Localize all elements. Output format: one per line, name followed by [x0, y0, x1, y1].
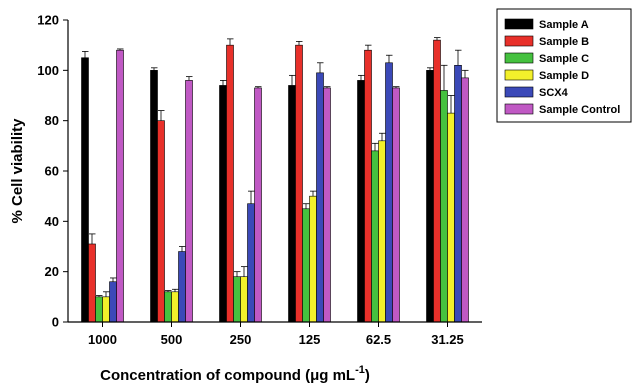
legend: Sample A Sample B Sample C Sample D SCX4 Samp…	[496, 8, 632, 123]
bar	[385, 62, 393, 323]
bar	[309, 195, 317, 323]
x-tick-label: 125	[299, 332, 321, 347]
bar	[95, 296, 103, 323]
bar	[440, 90, 448, 323]
legend-swatch	[504, 18, 534, 30]
bar	[109, 281, 117, 323]
x-axis-title: Concentration of compound (μg mL-1)	[100, 364, 370, 384]
axes-group: 0 20 40 60 80 100 120 1000 500 250 125 62.5 31.25	[37, 13, 482, 347]
bar	[185, 80, 193, 323]
y-tick-label: 20	[45, 264, 59, 279]
bar	[302, 208, 310, 323]
x-axis-title-main: Concentration of compound (μg mL	[100, 367, 355, 384]
bar	[88, 243, 96, 323]
bar	[254, 87, 262, 323]
bar	[219, 85, 227, 323]
y-axis-title: % Cell viability	[9, 118, 26, 224]
bar	[316, 72, 324, 323]
bar	[371, 150, 379, 323]
legend-swatch	[504, 52, 534, 64]
bar	[81, 57, 89, 323]
bar	[178, 251, 186, 323]
y-tick-label: 120	[37, 13, 59, 28]
x-tick-label: 31.25	[431, 332, 464, 347]
bar	[454, 65, 462, 323]
legend-swatch	[504, 103, 534, 115]
bar	[116, 49, 124, 323]
legend-swatch	[504, 86, 534, 98]
legend-label: SCX4	[539, 87, 569, 99]
x-tick-label: 500	[161, 332, 183, 347]
legend-label: Sample C	[539, 53, 589, 65]
bar	[357, 80, 365, 323]
legend-label: Sample D	[539, 70, 589, 82]
y-tick-label: 100	[37, 63, 59, 78]
bar	[295, 44, 303, 323]
bar	[433, 39, 441, 323]
bar	[226, 44, 234, 323]
y-tick-label: 80	[45, 113, 59, 128]
x-tick-label: 250	[230, 332, 252, 347]
bar	[323, 87, 331, 323]
bar	[461, 77, 469, 323]
legend-label: Sample Control	[539, 104, 620, 116]
bar	[447, 112, 455, 323]
x-tick-label: 62.5	[366, 332, 391, 347]
y-tick-label: 40	[45, 214, 59, 229]
legend-swatch	[504, 35, 534, 47]
bar	[233, 276, 241, 323]
bar	[171, 291, 179, 323]
x-tick-label: 1000	[88, 332, 117, 347]
bar	[164, 291, 172, 323]
bar	[378, 140, 386, 323]
bar	[150, 70, 158, 323]
x-axis-title-close: )	[365, 367, 370, 384]
bar	[240, 276, 248, 323]
legend-label: Sample B	[539, 36, 589, 48]
legend-label: Sample A	[539, 19, 589, 31]
bar	[426, 70, 434, 323]
legend-swatch	[504, 69, 534, 81]
bar	[247, 203, 255, 323]
bar	[288, 85, 296, 323]
y-tick-label: 0	[52, 315, 59, 330]
bars-group	[81, 37, 469, 323]
bar	[392, 87, 400, 323]
bar	[157, 120, 165, 323]
y-tick-label: 60	[45, 164, 59, 179]
x-axis-title-superscript: -1	[355, 364, 365, 376]
bar	[102, 296, 110, 323]
bar	[364, 49, 372, 323]
